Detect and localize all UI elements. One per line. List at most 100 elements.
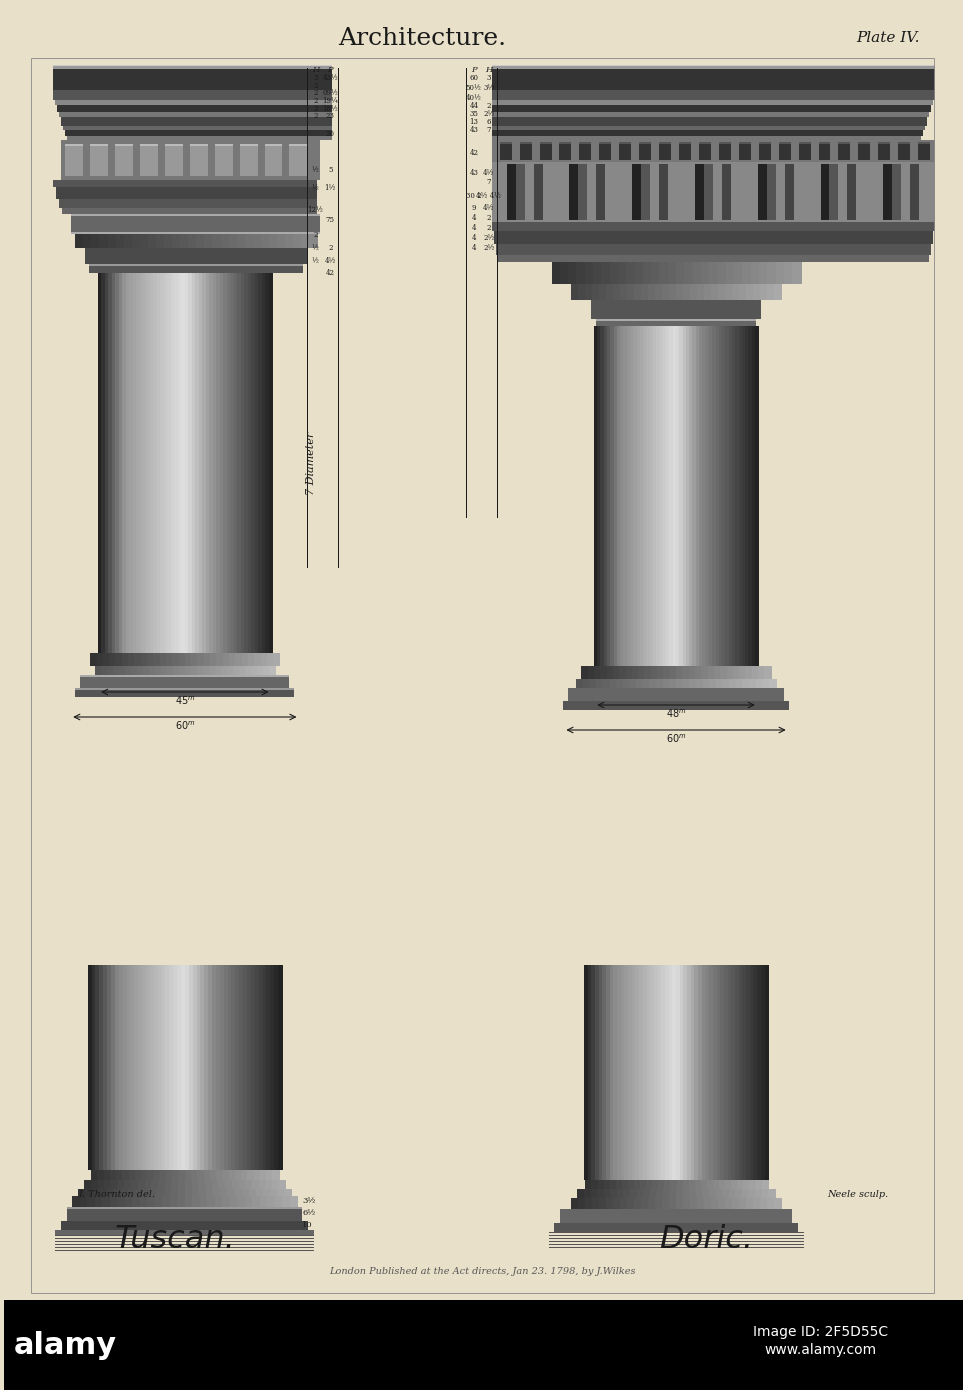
Bar [95, 965, 100, 1170]
Bar [185, 666, 192, 676]
Bar [154, 1170, 161, 1180]
Bar [169, 965, 174, 1170]
Bar [162, 965, 167, 1170]
Bar [632, 965, 637, 1180]
Bar [62, 1220, 308, 1230]
Bar [763, 678, 770, 688]
Bar [613, 327, 618, 666]
Bar [571, 1198, 580, 1209]
Bar [278, 965, 283, 1170]
Bar [639, 142, 651, 145]
Bar [732, 284, 740, 300]
Bar [713, 327, 716, 666]
Bar [172, 653, 179, 666]
Bar [110, 1170, 117, 1180]
Bar [597, 1180, 605, 1188]
Bar [729, 1188, 737, 1198]
Bar [759, 142, 770, 145]
Bar [722, 327, 726, 666]
Bar [610, 678, 617, 688]
Bar [839, 142, 850, 160]
Bar [560, 261, 569, 284]
Bar [130, 965, 136, 1170]
Bar [722, 164, 731, 220]
Bar [679, 327, 684, 666]
Bar [248, 1188, 257, 1195]
Bar [116, 234, 124, 247]
Bar [690, 678, 697, 688]
Bar [492, 222, 935, 231]
Bar [104, 1170, 111, 1180]
Bar [269, 272, 273, 653]
Bar [610, 965, 614, 1180]
Bar [135, 1170, 143, 1180]
Bar [266, 1180, 273, 1188]
Bar [729, 327, 733, 666]
Bar [235, 1188, 243, 1195]
Bar [686, 327, 690, 666]
Bar [97, 1180, 105, 1188]
Bar [679, 142, 691, 145]
Bar [623, 327, 628, 666]
Bar [496, 245, 931, 254]
Bar [265, 145, 282, 177]
Bar [676, 284, 684, 300]
Bar [646, 965, 651, 1180]
Bar [733, 666, 741, 678]
Bar [692, 327, 697, 666]
Bar [722, 678, 730, 688]
Bar [185, 653, 193, 666]
Bar [555, 1223, 797, 1232]
Bar [222, 1195, 231, 1207]
Bar [731, 1180, 739, 1188]
Bar [680, 965, 685, 1180]
Bar [237, 234, 246, 247]
Bar [119, 666, 126, 676]
Bar [238, 1195, 246, 1207]
Bar [704, 164, 713, 220]
Bar [226, 272, 231, 653]
Bar [623, 678, 631, 688]
Bar [109, 653, 117, 666]
Bar [253, 234, 262, 247]
Bar [654, 965, 659, 1180]
Bar [227, 1188, 236, 1195]
Bar [72, 1195, 81, 1207]
Bar [580, 142, 591, 160]
Bar [80, 1195, 89, 1207]
Bar [195, 272, 199, 653]
Bar [710, 261, 718, 284]
Bar [163, 1195, 170, 1207]
Bar [520, 142, 532, 160]
Bar [284, 1188, 293, 1195]
Bar [586, 1198, 593, 1209]
Text: 40½: 40½ [466, 95, 482, 101]
Bar [121, 1188, 129, 1195]
Bar [232, 1180, 240, 1188]
Text: 1½: 1½ [325, 183, 336, 192]
Text: Image ID: 2F5D55C: Image ID: 2F5D55C [753, 1325, 888, 1339]
Bar [676, 666, 684, 678]
Bar [245, 1195, 253, 1207]
Bar [263, 666, 270, 676]
Bar [633, 164, 667, 220]
Bar [676, 1198, 684, 1209]
Bar [160, 653, 167, 666]
Text: 7: 7 [486, 126, 491, 133]
Bar [213, 234, 221, 247]
Bar [725, 1198, 733, 1209]
Bar [91, 1180, 98, 1188]
Bar [196, 666, 204, 676]
Bar [216, 1170, 223, 1180]
Bar [690, 1188, 697, 1198]
Text: 9: 9 [472, 204, 476, 213]
Bar [755, 1188, 763, 1198]
Bar [149, 1188, 157, 1195]
Text: 4½: 4½ [325, 257, 336, 265]
Bar [55, 100, 332, 106]
Bar [600, 327, 605, 666]
Bar [107, 965, 112, 1170]
Bar [208, 965, 213, 1170]
Bar [663, 327, 667, 666]
Bar [643, 261, 652, 284]
